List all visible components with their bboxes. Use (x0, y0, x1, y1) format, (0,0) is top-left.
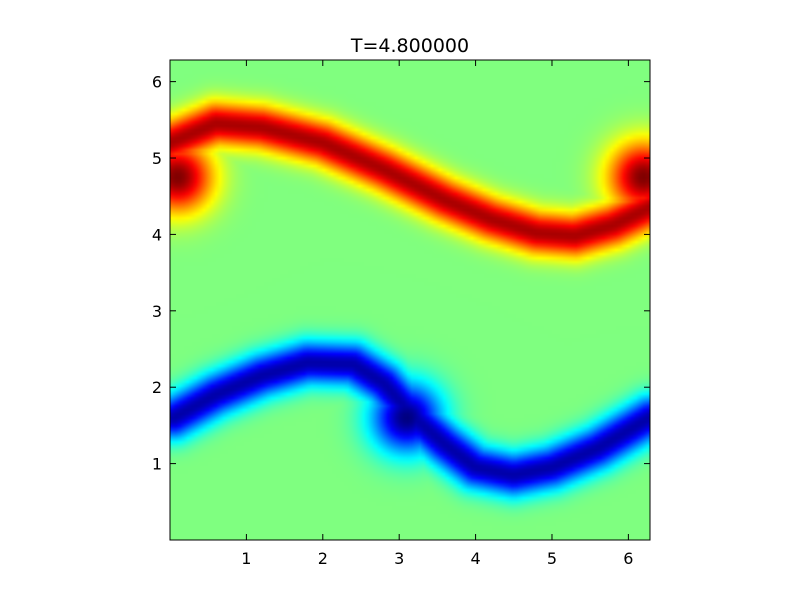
x-tick-label: 6 (623, 549, 633, 568)
y-tick-label: 4 (152, 225, 162, 244)
plot-frame (169, 59, 651, 541)
y-tick-label: 2 (152, 378, 162, 397)
y-tick-label: 1 (152, 455, 162, 474)
x-tick-label: 5 (547, 549, 557, 568)
heatmap-image (170, 60, 650, 540)
x-tick-label: 3 (394, 549, 404, 568)
y-tick-label: 6 (152, 73, 162, 92)
x-tick-label: 2 (318, 549, 328, 568)
y-tick-label: 3 (152, 302, 162, 321)
axis-tick-labels: 1 2 3 4 5 6 1 2 3 4 5 6 (152, 73, 634, 568)
chart-title: T=4.800000 (350, 35, 469, 57)
x-tick-label: 1 (241, 549, 251, 568)
x-tick-label: 4 (470, 549, 480, 568)
axis-ticks (170, 60, 650, 540)
plot-area (170, 60, 650, 540)
y-tick-label: 5 (152, 149, 162, 168)
